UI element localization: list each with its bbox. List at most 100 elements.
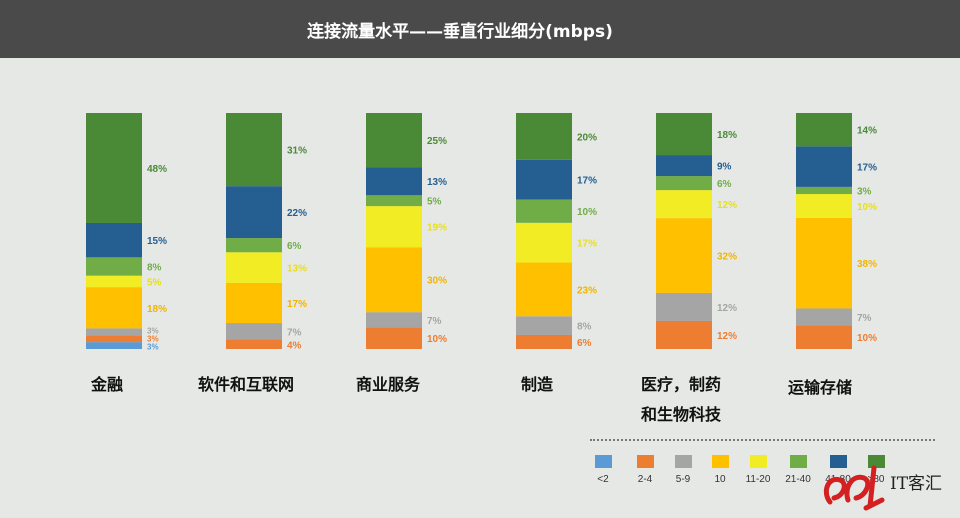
legend-label-b5_9: 5-9 [675, 474, 691, 485]
data-label-gt80-0: 48% [147, 164, 167, 175]
legend-swatch-b11_20 [749, 455, 767, 468]
bar-segment-b21_40-4 [656, 176, 712, 191]
watermark-text: IT客汇 [890, 474, 942, 494]
category-label-1: 软件和互联网 [198, 375, 295, 394]
bar-segment-b21_40-0 [86, 257, 142, 276]
bar-segment-b2_4-5 [796, 325, 852, 349]
bar-segment-gt80-0 [86, 113, 142, 223]
data-label-b5_9-4: 12% [717, 303, 737, 314]
data-label-b5_9-0: 3% [147, 327, 159, 336]
bar-segment-b41_80-5 [796, 146, 852, 187]
ali-logo-icon [823, 465, 885, 511]
data-label-lt2-0: 3% [147, 343, 159, 352]
data-label-b21_40-2: 5% [427, 197, 442, 208]
legend-label-b21_40: 21-40 [785, 474, 811, 485]
bar-segment-b5_9-4 [656, 292, 712, 321]
bar-segment-b41_80-4 [656, 155, 712, 177]
category-label-5: 运输存储 [788, 378, 853, 397]
data-label-b11_20-1: 13% [287, 264, 307, 275]
data-label-gt80-2: 25% [427, 136, 447, 147]
legend-swatch-b5_9 [674, 455, 692, 468]
data-label-b10-1: 17% [287, 299, 307, 310]
bar-segment-gt80-3 [516, 113, 572, 160]
legend-label-gt80: >80 [867, 474, 885, 485]
data-label-b21_40-3: 10% [577, 207, 597, 218]
data-label-b11_20-3: 17% [577, 239, 597, 250]
data-label-gt80-4: 18% [717, 130, 737, 141]
bar-segment-b10-4 [656, 218, 712, 293]
category-label-4: 医疗，制药 和生物科技 [641, 375, 722, 424]
legend-label-b2_4: 2-4 [637, 474, 653, 485]
bar-segment-b10-0 [86, 287, 142, 329]
bar-segment-b2_4-2 [366, 327, 422, 349]
bar-segment-gt80-4 [656, 113, 712, 156]
data-label-b2_4-5: 10% [857, 333, 877, 344]
bar-segment-b5_9-3 [516, 316, 572, 335]
bar-segment-b11_20-5 [796, 194, 852, 218]
bar-segment-b41_80-2 [366, 167, 422, 196]
bar-segment-b41_80-3 [516, 159, 572, 200]
data-label-b5_9-1: 7% [287, 327, 302, 338]
bar-segment-b11_20-0 [86, 275, 142, 288]
data-label-gt80-3: 20% [577, 132, 597, 143]
data-label-gt80-1: 31% [287, 146, 307, 157]
bar-segment-b41_80-0 [86, 222, 142, 258]
data-label-b2_4-4: 12% [717, 331, 737, 342]
legend-item-b5_9: 5-9 [663, 455, 703, 485]
data-label-b21_40-1: 6% [287, 241, 302, 252]
data-label-b10-5: 38% [857, 259, 877, 270]
bar-segment-b21_40-3 [516, 199, 572, 223]
legend-swatch-b21_40 [789, 455, 807, 468]
bar-segment-b2_4-3 [516, 334, 572, 349]
data-label-b5_9-3: 8% [577, 322, 592, 333]
bar-segment-b41_80-1 [226, 186, 282, 239]
bar-segment-b2_4-4 [656, 320, 712, 349]
legend-swatch-lt2 [594, 455, 612, 468]
legend-divider [590, 439, 935, 441]
chart-title: 连接流量水平——垂直行业细分(mbps) [307, 22, 613, 42]
data-label-b21_40-0: 8% [147, 263, 162, 274]
data-label-b41_80-3: 17% [577, 176, 597, 187]
legend-item-gt80: >80 [856, 455, 896, 485]
legend-item-b11_20: 11-20 [738, 455, 778, 485]
data-label-b10-0: 18% [147, 304, 167, 315]
bar-segment-b11_20-3 [516, 222, 572, 263]
data-label-b21_40-4: 6% [717, 179, 732, 190]
bar-segment-b11_20-2 [366, 206, 422, 248]
bar-segment-b10-1 [226, 282, 282, 324]
bar-segment-b2_4-1 [226, 339, 282, 349]
bar-segment-b5_9-5 [796, 308, 852, 326]
bar-segment-b21_40-5 [796, 186, 852, 195]
bar-segment-gt80-5 [796, 113, 852, 147]
data-label-gt80-5: 14% [857, 126, 877, 137]
legend-item-b21_40: 21-40 [778, 455, 818, 485]
legend-item-b10: 10 [700, 455, 740, 485]
bar-segment-b10-2 [366, 247, 422, 313]
bar-segment-b2_4-0 [86, 335, 142, 343]
category-label-2: 商业服务 [356, 375, 421, 394]
legend-swatch-b41_80 [829, 455, 847, 468]
data-label-b2_4-1: 4% [287, 340, 302, 351]
category-label-0: 金融 [91, 375, 124, 394]
data-label-b2_4-0: 3% [147, 335, 159, 344]
header-bar: 连接流量水平——垂直行业细分(mbps) [0, 0, 960, 58]
data-label-b2_4-2: 10% [427, 334, 447, 345]
data-label-b11_20-0: 5% [147, 277, 162, 288]
bar-segment-b10-3 [516, 262, 572, 317]
legend-label-lt2: <2 [597, 474, 609, 485]
data-label-b41_80-0: 15% [147, 236, 167, 247]
legend-swatch-b10 [711, 455, 729, 468]
data-label-b11_20-2: 19% [427, 223, 447, 234]
legend-label-b11_20: 11-20 [745, 474, 771, 485]
data-label-b21_40-5: 3% [857, 186, 872, 197]
bar-segment-b5_9-2 [366, 312, 422, 328]
category-label-3: 制造 [521, 375, 554, 394]
bar-segment-b10-5 [796, 217, 852, 309]
data-label-b41_80-2: 13% [427, 177, 447, 188]
legend-item-lt2: <2 [583, 455, 623, 485]
data-label-b41_80-4: 9% [717, 162, 732, 173]
legend-swatch-b2_4 [636, 455, 654, 468]
data-label-b10-2: 30% [427, 276, 447, 287]
bar-segment-lt2-0 [86, 342, 142, 349]
data-label-b10-3: 23% [577, 285, 597, 296]
